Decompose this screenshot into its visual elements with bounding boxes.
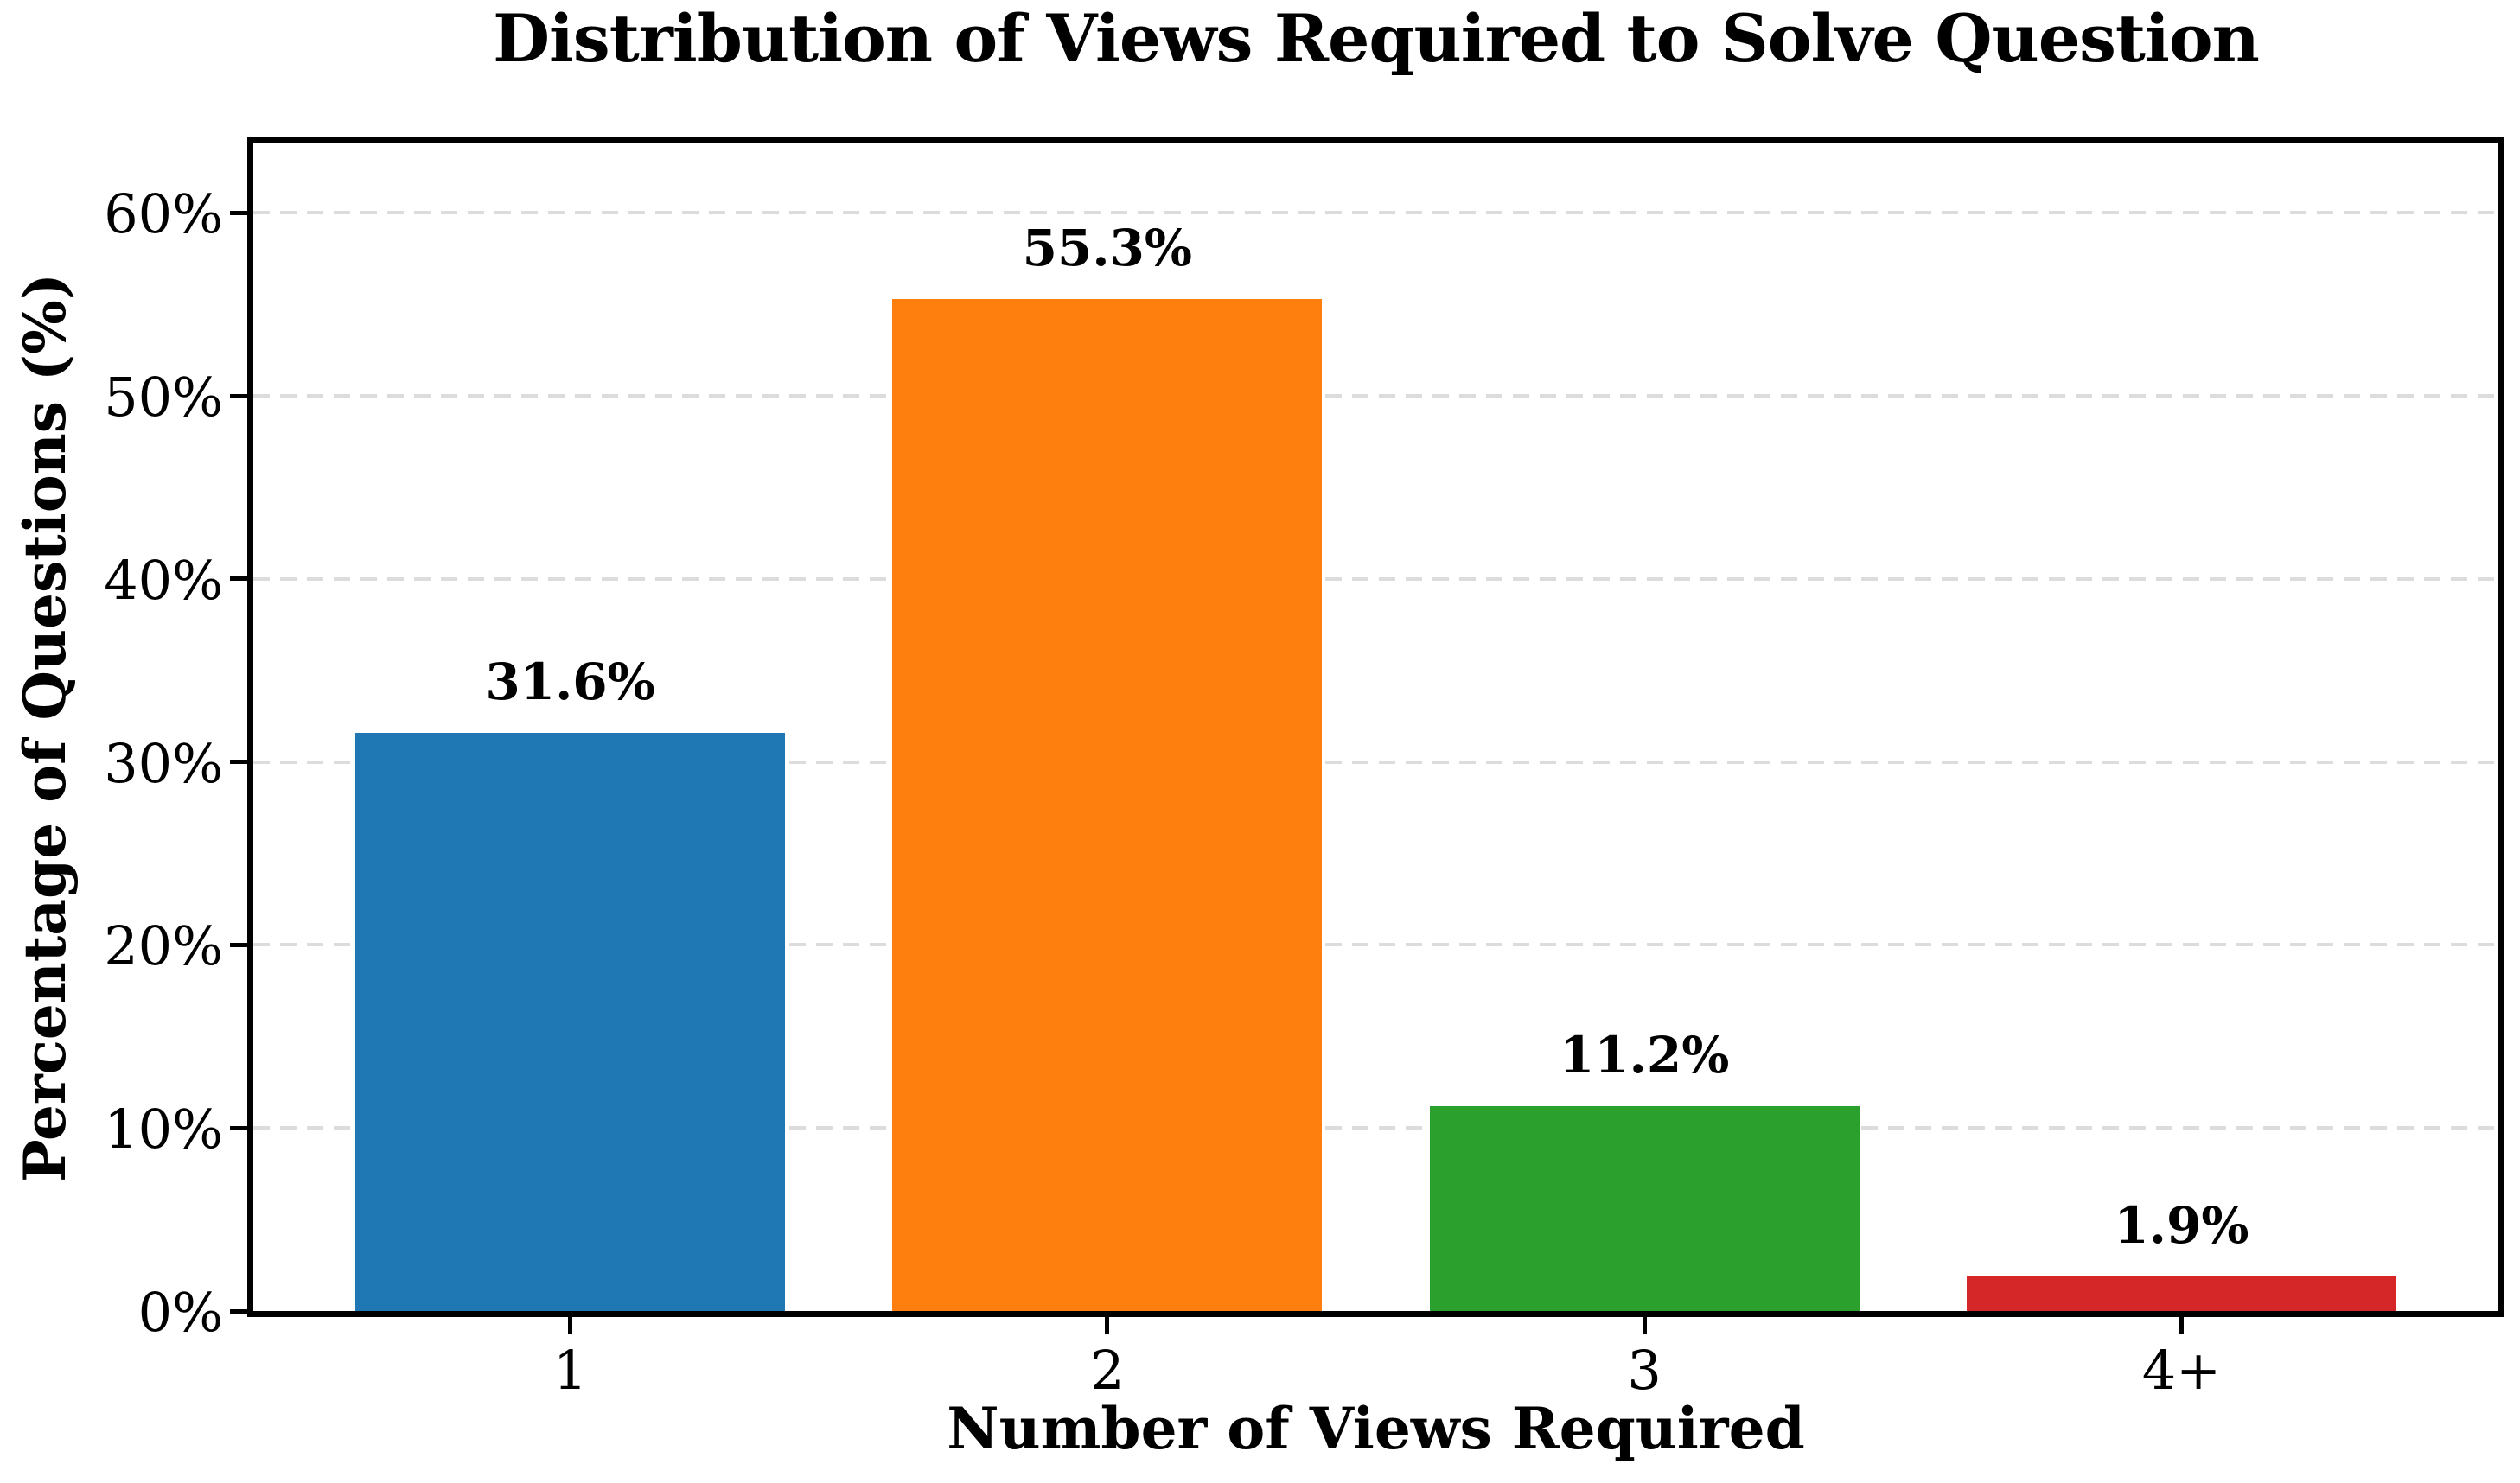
y-tick-mark-40% [230, 576, 247, 582]
chart-title: Distribution of Views Required to Solve … [493, 0, 2260, 77]
bar-value-label-4+: 1.9% [2114, 1195, 2249, 1255]
y-tick-mark-20% [230, 942, 247, 947]
plot-area: 31.6% 55.3% 11.2% 1.9% [247, 137, 2504, 1317]
bar-value-label-3: 11.2% [1559, 1025, 1730, 1085]
gridline-40% [253, 576, 2498, 581]
x-tick-mark-4+ [2179, 1317, 2184, 1334]
y-tick-label-10%: 10% [104, 1098, 223, 1162]
x-tick-mark-3 [1642, 1317, 1647, 1334]
x-axis-title: Number of Views Required [947, 1395, 1805, 1462]
y-tick-label-40%: 40% [104, 548, 223, 612]
x-tick-label-1: 1 [552, 1339, 588, 1402]
gridline-30% [253, 760, 2498, 764]
x-tick-label-2: 2 [1090, 1339, 1125, 1402]
y-tick-mark-50% [230, 393, 247, 398]
y-tick-mark-0% [230, 1308, 247, 1314]
bar-1 [355, 732, 786, 1311]
y-tick-mark-30% [230, 760, 247, 765]
gridline-20% [253, 943, 2498, 947]
y-tick-label-60%: 60% [104, 182, 223, 246]
y-tick-label-50%: 50% [104, 366, 223, 430]
bar-4+ [1966, 1276, 2396, 1311]
gridline-50% [253, 394, 2498, 398]
gridline-10% [253, 1126, 2498, 1130]
y-tick-mark-10% [230, 1125, 247, 1130]
x-tick-label-4+: 4+ [2141, 1339, 2222, 1402]
y-tick-label-30%: 30% [104, 731, 223, 795]
bar-3 [1429, 1105, 1860, 1311]
x-tick-mark-1 [568, 1317, 573, 1334]
y-tick-mark-60% [230, 210, 247, 215]
bar-value-label-2: 55.3% [1022, 219, 1193, 277]
bar-value-label-1: 31.6% [485, 652, 655, 711]
x-tick-label-3: 3 [1627, 1339, 1662, 1402]
y-tick-label-0%: 0% [137, 1281, 223, 1344]
bar-2 [892, 299, 1323, 1311]
y-tick-label-20%: 20% [104, 914, 223, 978]
x-tick-mark-2 [1105, 1317, 1110, 1334]
gridline-60% [253, 211, 2498, 215]
